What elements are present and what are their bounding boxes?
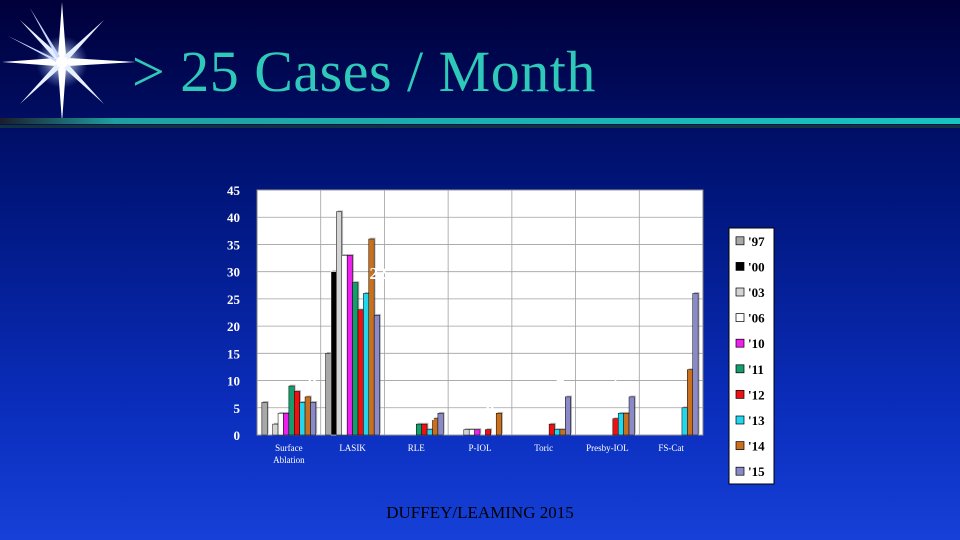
bar-y12-toric: [548, 423, 555, 436]
legend-swatch: [735, 313, 745, 322]
legend-label: '13: [748, 413, 765, 428]
legend-label: '10: [748, 336, 765, 351]
legend-swatch: [735, 441, 745, 450]
legend-swatch: [735, 338, 745, 348]
bar-y03-p-iol: [463, 429, 470, 436]
value-annotation: 6: [308, 369, 317, 388]
y-tick-label: 25: [227, 292, 241, 307]
bar-y13-lasik: [363, 293, 370, 436]
y-tick-label: 40: [227, 210, 240, 225]
bar-y10-lasik: [346, 255, 353, 436]
x-tick-label: Presby-IOL: [586, 443, 629, 453]
legend-label: '12: [748, 387, 765, 402]
bar-y13-rle: [426, 429, 433, 436]
x-tick-label: Toric: [534, 443, 553, 453]
x-tick-label: LASIK: [339, 443, 366, 453]
starburst-logo: [2, 2, 136, 122]
legend-swatch: [735, 390, 745, 399]
bar-y06-lasik: [341, 255, 348, 436]
bar-y11-surface-ablation: [288, 385, 295, 436]
bar-y03-surface-ablation: [272, 423, 279, 436]
bar-y11-lasik: [352, 282, 359, 436]
bar-y13-surface-ablation: [299, 402, 306, 436]
slide-title: > 25 Cases / Month: [132, 39, 596, 104]
bar-y15-toric: [565, 396, 571, 436]
legend-label: '00: [748, 259, 765, 274]
legend-label: '03: [748, 285, 765, 300]
x-tick-label: Surface Ablation: [273, 443, 305, 465]
bar-y12-presby-iol: [612, 418, 619, 436]
legend-swatch: [735, 364, 745, 374]
legend-label: '15: [748, 464, 765, 479]
bar-y97-lasik: [325, 353, 332, 436]
bar-y12-rle: [421, 423, 428, 436]
value-annotation: 7: [611, 370, 620, 389]
bar-y97-surface-ablation: [261, 402, 268, 436]
value-annotation: 4: [427, 405, 436, 424]
legend-label: '97: [748, 234, 765, 249]
x-tick-label: FS-Cat: [658, 443, 684, 453]
bar-y12-surface-ablation: [294, 391, 300, 436]
legend-swatch: [735, 415, 745, 425]
bar-y12-lasik: [357, 309, 364, 436]
bar-y10-p-iol: [474, 429, 481, 436]
y-tick-label: 30: [227, 265, 240, 280]
value-annotation: 0: [486, 400, 495, 419]
y-tick-label: 35: [227, 237, 241, 252]
title-divider: [0, 118, 960, 128]
bar-y14-surface-ablation: [304, 396, 311, 436]
bar-y14-presby-iol: [623, 412, 630, 436]
legend-label: '11: [748, 362, 764, 377]
bar-y14-fs-cat: [687, 369, 693, 436]
legend-swatch: [735, 262, 745, 271]
x-tick-label: P-IOL: [469, 443, 492, 453]
value-annotation: 22: [370, 264, 387, 283]
plot-area: [256, 189, 704, 436]
bar-y03-lasik: [336, 211, 343, 436]
bar-y13-toric: [554, 429, 561, 436]
y-tick-label: 45: [227, 183, 241, 198]
value-annotation: 26: [677, 275, 694, 294]
legend-swatch: [735, 236, 745, 246]
bar-y13-fs-cat: [681, 407, 688, 436]
value-annotation: 7: [556, 376, 565, 395]
legend-label: '14: [748, 439, 765, 454]
bar-y15-rle: [437, 412, 444, 436]
y-tick-label: 10: [227, 374, 240, 389]
bar-y15-presby-iol: [628, 396, 635, 436]
y-tick-label: 0: [234, 428, 241, 443]
bar-y14-toric: [559, 429, 566, 436]
bar-y10-surface-ablation: [283, 412, 290, 436]
bar-y14-p-iol: [495, 412, 502, 436]
bar-y11-rle: [416, 423, 422, 436]
value-annotation: *: [683, 218, 697, 249]
y-tick-label: 5: [234, 401, 241, 416]
bar-y15-fs-cat: [692, 293, 699, 436]
y-tick-label: 15: [227, 346, 241, 361]
bar-y15-surface-ablation: [310, 402, 317, 436]
x-tick-label: RLE: [408, 443, 426, 453]
y-tick-label: 20: [227, 319, 240, 334]
footer-credit: DUFFEY/LEAMING 2015: [386, 503, 574, 522]
legend-swatch: [735, 466, 745, 476]
bar-y13-presby-iol: [617, 412, 624, 436]
legend-label: '06: [748, 311, 765, 326]
bar-y06-p-iol: [468, 429, 475, 436]
bar-y15-lasik: [373, 314, 380, 436]
legend-swatch: [735, 287, 745, 297]
bar-y06-surface-ablation: [277, 412, 284, 436]
bar-y12-p-iol: [485, 429, 492, 436]
bar-y00-lasik: [330, 271, 337, 436]
